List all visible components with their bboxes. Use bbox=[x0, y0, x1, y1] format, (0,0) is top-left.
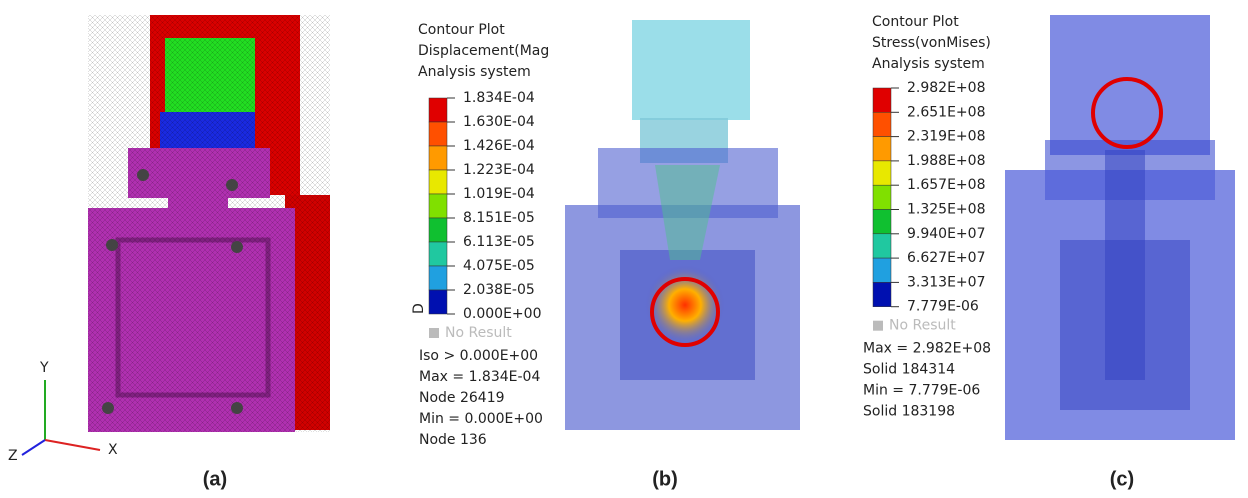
color-band bbox=[429, 146, 447, 170]
legend-title: Stress(vonMises) bbox=[872, 35, 991, 51]
legend-title: Contour Plot bbox=[418, 22, 505, 38]
axis-label: Z bbox=[8, 448, 18, 464]
color-band bbox=[873, 210, 891, 234]
color-band bbox=[429, 242, 447, 266]
color-band bbox=[429, 266, 447, 290]
stress-model bbox=[1005, 15, 1235, 440]
caption: (c) bbox=[1110, 468, 1134, 490]
no-result-swatch bbox=[429, 328, 439, 338]
axis-label: Y bbox=[39, 360, 49, 376]
color-band bbox=[429, 170, 447, 194]
color-band bbox=[429, 218, 447, 242]
level-label: 2.319E+08 bbox=[907, 129, 985, 145]
page: {"panels": [ {"caption": "(a)", "axes": … bbox=[0, 0, 1248, 498]
legend-title: Analysis system bbox=[418, 64, 531, 80]
color-band bbox=[429, 122, 447, 146]
level-label: 1.988E+08 bbox=[907, 153, 985, 169]
color-band bbox=[873, 137, 891, 161]
axis-label: X bbox=[108, 442, 118, 458]
color-band bbox=[873, 185, 891, 209]
level-label: 7.779E-06 bbox=[907, 299, 979, 315]
level-label: 8.151E-05 bbox=[463, 210, 535, 226]
stat: Max = 2.982E+08 bbox=[863, 341, 991, 357]
color-band bbox=[873, 282, 891, 306]
level-label: 1.325E+08 bbox=[907, 202, 985, 218]
color-band bbox=[873, 161, 891, 185]
level-label: 3.313E+07 bbox=[907, 274, 985, 290]
level-label: 1.019E-04 bbox=[463, 186, 535, 202]
legend-title: Analysis system bbox=[872, 56, 985, 72]
stat: Solid 184314 bbox=[863, 362, 955, 378]
level-label: 4.075E-05 bbox=[463, 258, 535, 274]
color-band bbox=[873, 112, 891, 136]
stat: Iso > 0.000E+00 bbox=[419, 348, 538, 364]
stat: Min = 7.779E-06 bbox=[863, 383, 980, 399]
stat: Min = 0.000E+00 bbox=[419, 411, 543, 427]
stat: Solid 183198 bbox=[863, 404, 955, 420]
color-band bbox=[429, 194, 447, 218]
level-label: 2.038E-05 bbox=[463, 282, 535, 298]
caption: (b) bbox=[652, 468, 678, 490]
stat: Node 26419 bbox=[419, 390, 505, 406]
no-result: No Result bbox=[445, 325, 512, 341]
no-result-swatch bbox=[873, 321, 883, 331]
glyph: D bbox=[411, 303, 427, 314]
stat: Node 136 bbox=[419, 432, 487, 448]
color-band bbox=[429, 98, 447, 122]
level-label: 2.982E+08 bbox=[907, 80, 985, 96]
level-label: 6.627E+07 bbox=[907, 250, 985, 266]
color-band bbox=[873, 258, 891, 282]
level-label: 1.223E-04 bbox=[463, 162, 535, 178]
color-band bbox=[873, 234, 891, 258]
displacement-model bbox=[565, 20, 800, 430]
caption: (a) bbox=[203, 468, 227, 490]
level-label: 1.630E-04 bbox=[463, 114, 535, 130]
color-band bbox=[429, 290, 447, 314]
level-label: 1.834E-04 bbox=[463, 90, 535, 106]
color-band bbox=[873, 88, 891, 112]
level-label: 1.426E-04 bbox=[463, 138, 535, 154]
level-label: 2.651E+08 bbox=[907, 104, 985, 120]
legend-title: Contour Plot bbox=[872, 14, 959, 30]
no-result: No Result bbox=[889, 318, 956, 334]
legend-title: Displacement(Mag bbox=[418, 43, 549, 59]
level-label: 6.113E-05 bbox=[463, 234, 535, 250]
level-label: 9.940E+07 bbox=[907, 226, 985, 242]
mesh-model bbox=[88, 15, 330, 432]
figure: Y Z X Contour Plot Displacement(Mag Analysis … bbox=[0, 0, 1248, 498]
level-label: 1.657E+08 bbox=[907, 177, 985, 193]
level-label: 0.000E+00 bbox=[463, 306, 541, 322]
stat: Max = 1.834E-04 bbox=[419, 369, 540, 385]
